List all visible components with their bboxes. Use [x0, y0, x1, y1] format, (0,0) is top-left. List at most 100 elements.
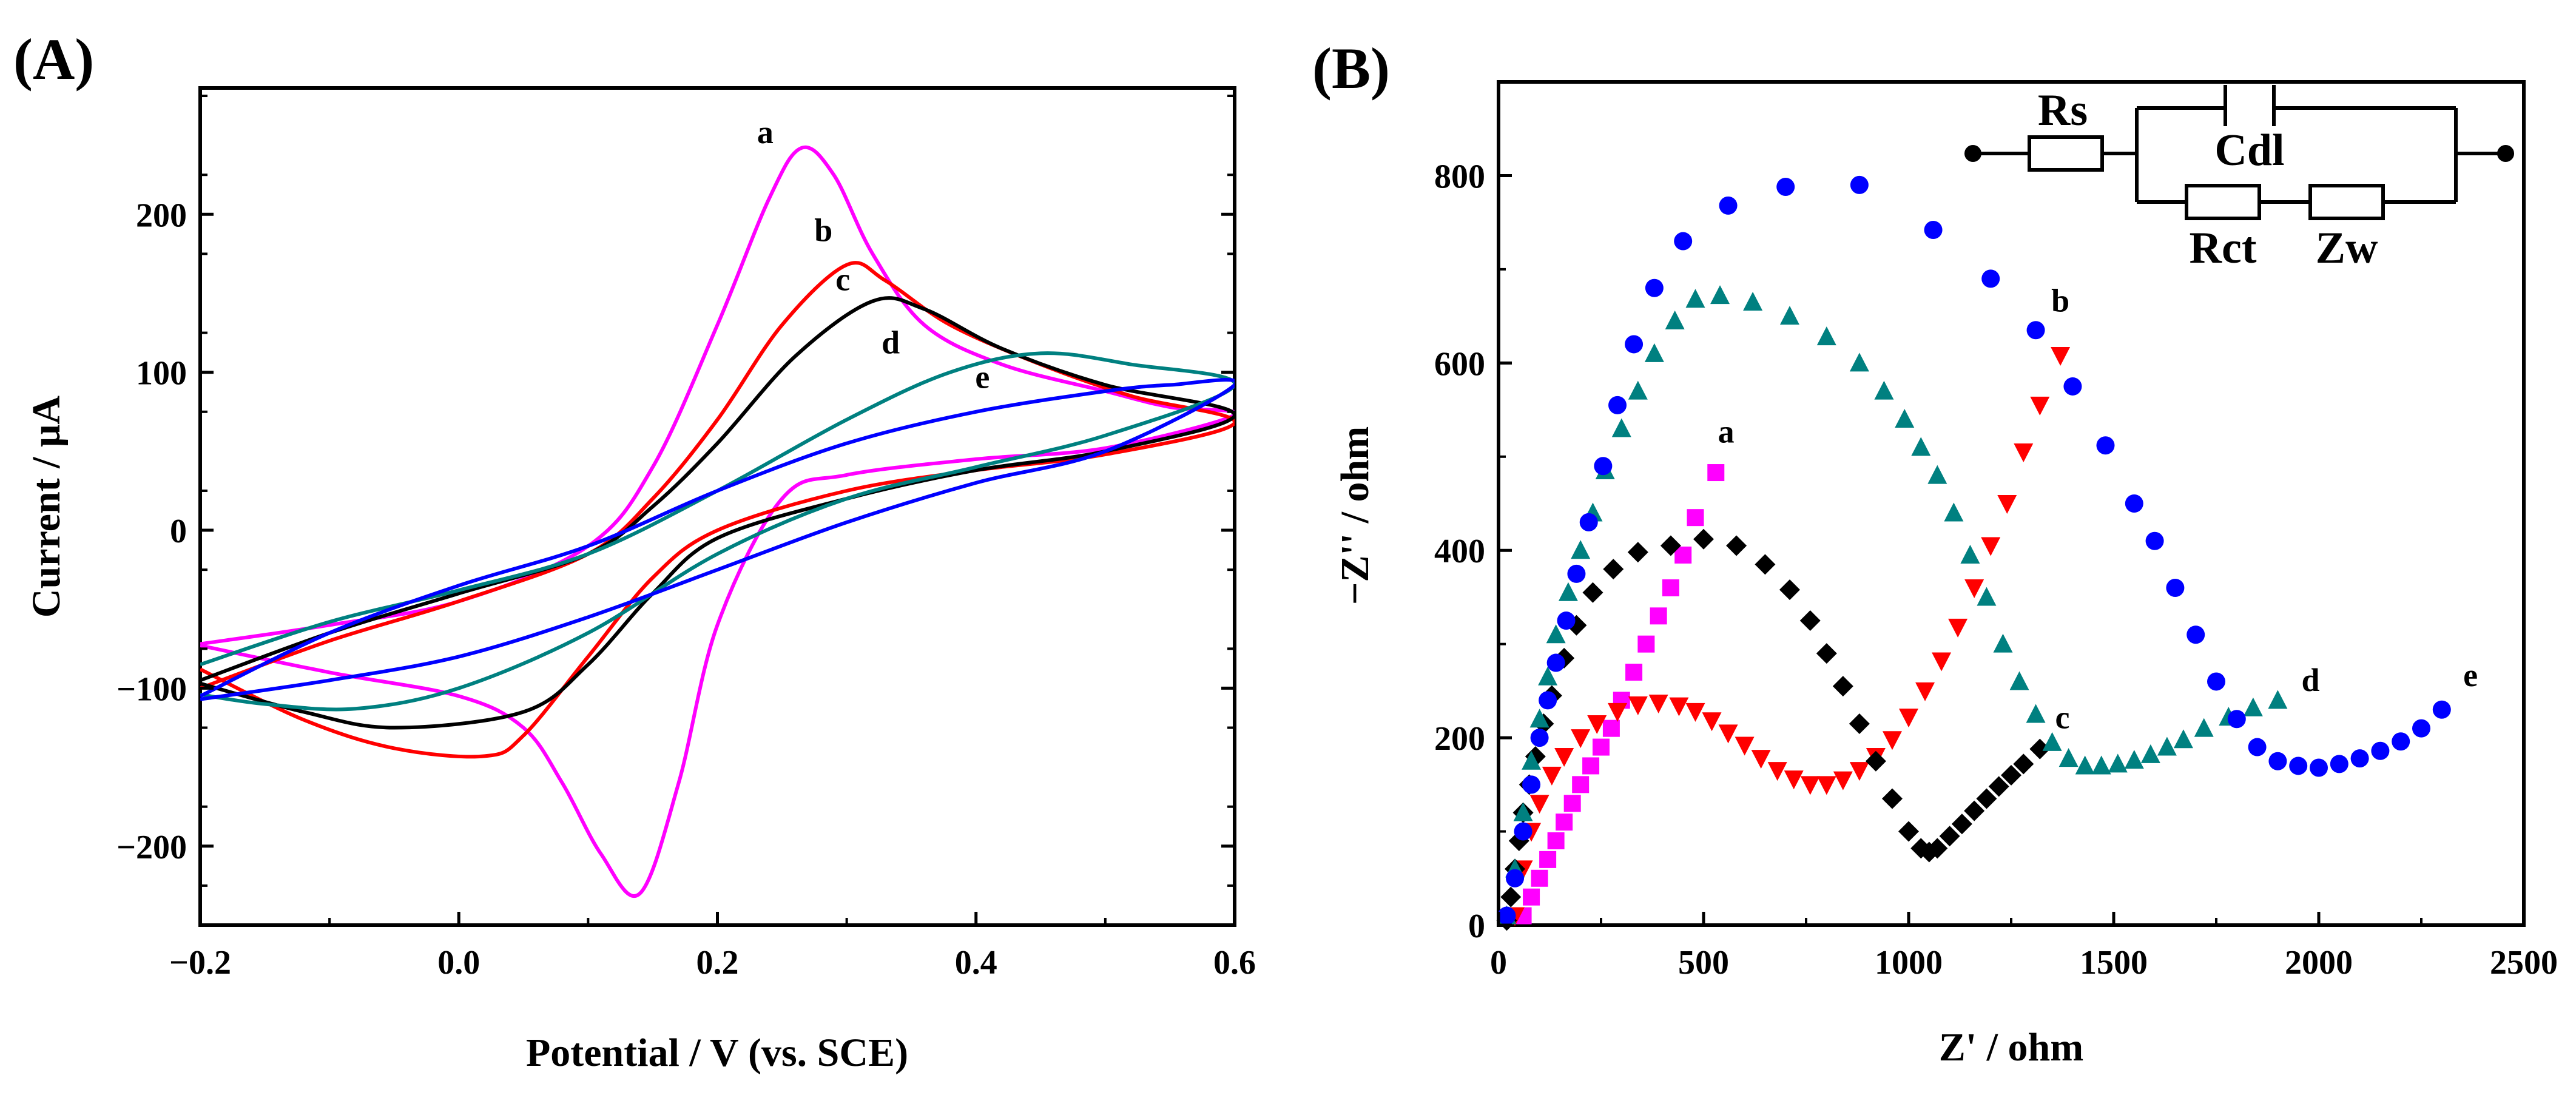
eis-point-d: [1977, 587, 1997, 606]
eis-point-d: [1960, 544, 1980, 564]
x-tick-label: 0.4: [955, 944, 997, 982]
eis-point-b: [1816, 776, 1836, 795]
eis-point-e: [1981, 269, 2000, 288]
eis-point-e: [2310, 758, 2328, 777]
y-tick-label: 600: [1434, 345, 1485, 383]
eis-point-b: [1587, 715, 1607, 734]
eis-point-b: [1767, 762, 1787, 781]
circuit-terminal-right: [2497, 145, 2514, 162]
eis-point-b: [1608, 702, 1628, 722]
x-tick-label: 0.2: [696, 944, 739, 982]
eis-point-c: [1726, 535, 1747, 556]
eis-point-d: [1779, 306, 1799, 325]
eis-point-d: [2157, 736, 2177, 756]
eis-point-d: [1911, 437, 1931, 456]
eis-point-b: [1915, 682, 1935, 701]
eis-point-e: [2371, 741, 2390, 760]
eis-point-c: [2029, 738, 2051, 760]
eis-point-a: [1707, 464, 1725, 482]
eis-point-c: [1881, 788, 1903, 809]
eis-point-e: [2026, 321, 2045, 340]
eis-point-c: [1832, 676, 1853, 697]
eis-point-c: [1627, 542, 1648, 563]
eis-point-d: [2091, 755, 2111, 775]
panel-a-x-ticks: −0.2 0.0 0.2 0.4 0.6: [169, 912, 1256, 982]
eis-point-d: [1611, 418, 1631, 437]
eis-point-e: [1557, 612, 1576, 630]
eis-point-e: [1625, 335, 1644, 354]
eis-point-e: [1776, 177, 1795, 196]
eis-point-b: [1948, 618, 1968, 638]
y-tick-label: 200: [136, 197, 187, 234]
y-tick-label: 400: [1434, 533, 1485, 570]
eis-point-e: [2268, 752, 2287, 770]
eis-point-a: [1539, 851, 1557, 868]
eis-point-c: [1799, 610, 1821, 632]
eis-point-e: [1506, 869, 1525, 888]
eis-point-e: [2227, 710, 2246, 729]
y-tick-label: 200: [1434, 720, 1485, 758]
eis-point-b: [1932, 652, 1952, 672]
eis-point-b: [1833, 771, 1853, 790]
eis-label-e: e: [2463, 657, 2478, 693]
eis-point-d: [2194, 718, 2214, 737]
y-tick-label: −100: [116, 670, 187, 708]
x-tick-label: 0.6: [1213, 944, 1256, 982]
eis-point-b: [1628, 696, 1648, 716]
eis-point-d: [2108, 753, 2128, 773]
equivalent-circuit: [1964, 85, 2514, 220]
panel-b-curve-labels: a b c d e: [1718, 282, 2478, 735]
eis-point-d: [1685, 289, 1705, 308]
eis-point-d: [1513, 802, 1533, 821]
eis-point-a: [1531, 869, 1548, 887]
x-tick-label: 500: [1678, 944, 1729, 982]
y-tick-label: 0: [1468, 908, 1485, 945]
eis-point-b: [1529, 795, 1549, 814]
panel-b-letter: (B): [1312, 36, 1390, 101]
eis-point-b: [2051, 346, 2071, 366]
eis-point-d: [1538, 666, 1558, 686]
eis-point-c: [1693, 528, 1714, 550]
panel-b-y-axis-label: −Z'' / ohm: [1333, 426, 1377, 605]
eis-point-a: [1572, 776, 1590, 793]
eis-point-d: [1944, 502, 1964, 522]
panel-a-frame: [198, 86, 1236, 927]
x-tick-label: 0: [1490, 944, 1507, 982]
eis-point-e: [2248, 738, 2267, 756]
eis-point-e: [1594, 457, 1613, 476]
eis-point-e: [1850, 175, 1869, 194]
eis-point-e: [1522, 775, 1541, 794]
eis-point-a: [1593, 738, 1610, 756]
eis-point-e: [2392, 732, 2410, 751]
y-tick-label: −200: [116, 829, 187, 866]
circuit-label-zw: Zw: [2316, 223, 2378, 273]
eis-point-e: [2350, 749, 2369, 768]
panel-a-letter: (A): [13, 27, 94, 92]
eis-point-a: [1556, 814, 1573, 831]
eis-point-e: [2096, 436, 2115, 455]
eis-point-d: [2124, 750, 2144, 769]
eis-point-e: [1567, 564, 1586, 583]
eis-point-d: [2026, 704, 2046, 723]
panel-a: (A) −0.2 0.0 0.2 0.4 0.6 −200 −100 0 100 200 a bc…: [13, 27, 1256, 1075]
eis-point-b: [1964, 579, 1984, 598]
eis-point-d: [1895, 409, 1915, 428]
eis-point-e: [1530, 729, 1549, 747]
eis-point-c: [1865, 750, 1886, 772]
eis-point-d: [1927, 465, 1947, 484]
eis-point-a: [1563, 795, 1581, 812]
circuit-label-rct: Rct: [2190, 223, 2257, 273]
eis-point-a: [1650, 607, 1667, 625]
x-tick-label: −0.2: [169, 944, 231, 982]
eis-point-a: [1602, 719, 1620, 737]
panel-a-y-axis-label: Current / μA: [24, 396, 69, 618]
eis-point-c: [1976, 788, 1997, 809]
eis-point-d: [1644, 343, 1664, 362]
y-tick-label: 100: [136, 355, 187, 393]
circuit-zw-element: [2308, 184, 2385, 220]
cv-label-d: d: [882, 324, 900, 360]
eis-point-c: [1755, 554, 1776, 575]
eis-point-e: [2330, 755, 2348, 773]
cv-curve-a: [200, 145, 1235, 898]
